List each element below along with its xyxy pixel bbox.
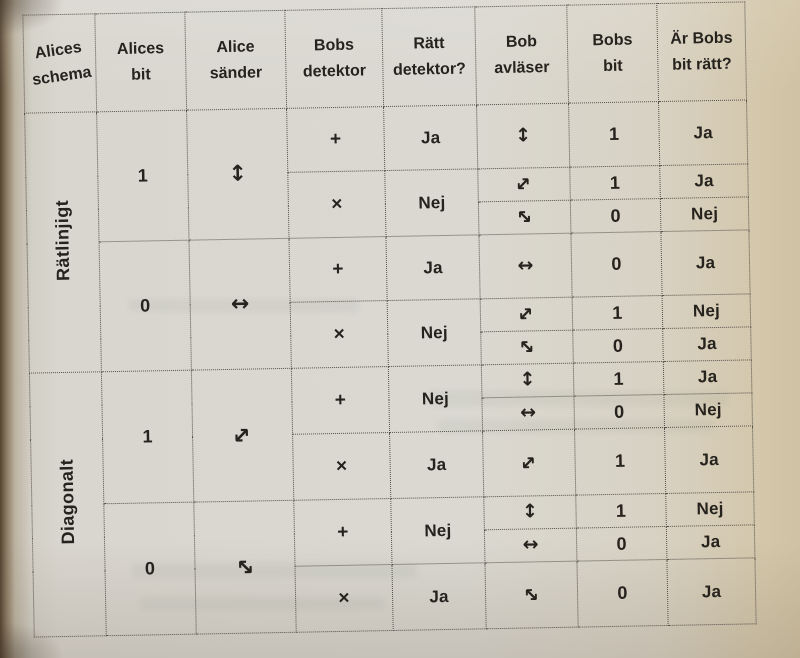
bob-reads-arrow-icon: ↔ [511,203,539,231]
alice-sends-arrow-icon: ↔ [230,291,250,317]
cell-bob-avlaser: ↕ [483,495,577,530]
cell-bobs-detektor: + [293,498,392,567]
cell-bobs-bit: 1 [575,493,667,529]
header-ratt-detektor: Rätt detektor? [381,6,477,107]
cell-bobs-bit: 1 [569,165,661,201]
cell-ar-bobs-bit-ratt: Nej [660,196,749,232]
bb84-measurement-table: Alices schema Alices bit Alice sänder Bobs d… [22,1,757,638]
show-through-text [132,563,417,578]
bob-reads-arrow-icon: ↔ [513,333,541,361]
cell-bob-avlaser: ↔ [478,233,573,299]
bob-reads-arrow-icon: ↔ [510,170,538,198]
cell-ar-bobs-bit-ratt: Ja [658,99,748,166]
show-through-text [428,391,728,406]
bob-reads-arrow-icon: ↕ [521,500,539,523]
cell-ar-bobs-bit-ratt: Ja [663,359,752,395]
cell-ratt-detektor: Ja [391,562,487,631]
cell-ratt-detektor: Ja [389,430,484,499]
alice-sends-arrow-icon: ↕ [228,161,248,187]
cell-bobs-bit: 1 [574,427,666,496]
cell-ar-bobs-bit-ratt: Nej [662,293,751,329]
cell-ar-bobs-bit-ratt: Ja [666,524,755,560]
cell-bob-avlaser: ↔ [482,429,576,497]
cell-bobs-detektor: × [292,432,391,501]
cell-ar-bobs-bit-ratt: Ja [660,229,751,296]
cell-bob-avlaser: ↕ [481,363,574,398]
header-bobs-bit: Bobs bit [566,3,659,104]
header-alice-sander: Alice sänder [184,10,287,111]
header-ar-bobs-bit-ratt: Är Bobs bit rätt? [656,1,747,102]
cell-ar-bobs-bit-ratt: Ja [659,163,749,199]
table-container: Alices schema Alices bit Alice sänder Bobs d… [22,1,757,638]
cell-ar-bobs-bit-ratt: Nej [663,392,753,428]
cell-bobs-detektor: × [290,300,389,369]
show-through-text [438,420,713,433]
cell-bobs-detektor: + [291,366,390,435]
bob-reads-arrow-icon: ↔ [518,580,546,608]
header-row: Alices schema Alices bit Alice sänder Bobs d… [22,1,747,114]
cell-bob-avlaser: ↔ [484,561,579,629]
cell-ratt-detektor: Nej [387,298,482,367]
alice-sends-arrow-icon: ↔ [229,551,261,583]
cell-bobs-detektor: + [286,106,385,173]
cell-ar-bobs-bit-ratt: Nej [665,491,755,527]
header-alices-schema: Alices schema [22,13,97,114]
cell-bobs-bit: 1 [572,295,663,331]
cell-alice-sander: ↕ [186,108,289,241]
cell-bobs-bit: 0 [576,559,669,628]
cell-bob-avlaser: ↔ [484,528,577,563]
cell-bobs-bit: 1 [568,101,660,168]
cell-alice-sander: ↔ [193,500,297,635]
bob-reads-arrow-icon: ↕ [519,368,536,391]
show-through-text [140,597,385,610]
cell-bob-avlaser: ↔ [478,200,571,235]
cell-bob-avlaser: ↔ [477,167,571,202]
bob-reads-arrow-icon: ↕ [514,123,532,147]
header-alices-bit: Alices bit [94,12,187,112]
cell-ar-bobs-bit-ratt: Ja [662,326,752,362]
schema-label: Rätlinjigt [51,199,74,281]
cell-alices-bit: 1 [96,110,190,242]
cell-bobs-bit: 0 [576,526,667,562]
alice-sends-arrow-icon: ↔ [226,419,258,451]
cell-schema-ratlinjigt: Rätlinjigt [24,111,102,374]
cell-alices-bit: 0 [103,502,197,636]
cell-bob-avlaser: ↔ [480,330,574,365]
bob-reads-arrow-icon: ↔ [512,300,540,328]
cell-bobs-bit: 0 [570,231,663,298]
cell-schema-diagonalt: Diagonalt [29,371,107,638]
cell-bobs-bit: 0 [572,328,664,364]
cell-bob-avlaser: ↔ [480,297,573,332]
cell-ratt-detektor: Ja [385,234,481,301]
bob-reads-arrow-icon: ↔ [515,448,543,476]
header-bobs-detektor: Bobs detektor [284,8,384,109]
cell-ratt-detektor: Ja [383,104,478,171]
schema-label: Diagonalt [56,458,79,545]
cell-ratt-detektor: Nej [390,496,485,565]
header-bob-avlaser: Bob avläser [474,5,569,105]
bob-reads-arrow-icon: ↔ [522,533,539,556]
bob-reads-arrow-icon: ↔ [517,253,534,277]
cell-bobs-detektor: × [295,564,394,633]
cell-alice-sander: ↔ [191,368,294,503]
cell-ratt-detektor: Nej [384,168,479,237]
cell-bobs-detektor: + [288,236,388,303]
cell-bobs-bit: 0 [573,394,665,430]
cell-bobs-detektor: × [287,170,386,239]
cell-bob-avlaser: ↔ [481,396,575,431]
cell-alice-sander: ↔ [189,238,292,371]
cell-bobs-bit: 1 [573,361,664,397]
show-through-text [128,299,358,312]
cell-ar-bobs-bit-ratt: Ja [664,425,754,494]
cell-alices-bit: 0 [99,240,192,372]
cell-bobs-bit: 0 [570,198,661,234]
cell-ratt-detektor: Nej [388,364,483,433]
cell-bob-avlaser: ↕ [476,103,570,169]
cell-ar-bobs-bit-ratt: Ja [666,557,757,626]
bob-reads-arrow-icon: ↔ [519,401,537,424]
cell-alices-bit: 1 [101,370,194,504]
